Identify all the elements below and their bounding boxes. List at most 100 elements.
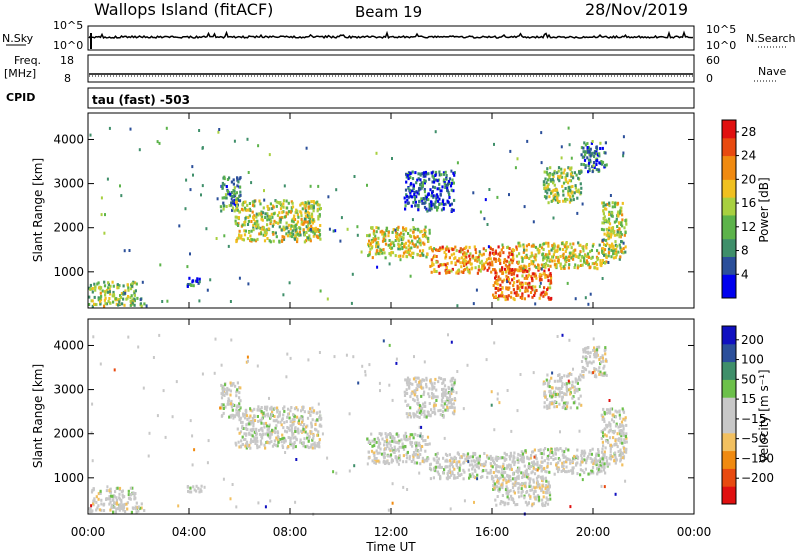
velocity-cell-r6: [418, 385, 421, 389]
velocity-cell-r6: [448, 405, 452, 409]
velocity-cell-r4: [239, 444, 242, 448]
power-scatter-cell: [305, 146, 308, 150]
power-cell-r8: [549, 286, 552, 290]
velocity-cell-r5: [389, 453, 393, 457]
velocity-cell-r7: [517, 466, 520, 470]
velocity-cell-r6: [450, 383, 453, 387]
power-cell-r7: [465, 259, 468, 263]
power-cell-r4: [282, 202, 285, 206]
power-cell-r5: [369, 247, 372, 251]
power-scatter-cell: [332, 229, 335, 233]
power-cell-r8: [524, 268, 527, 272]
velocity-cell-r4: [277, 440, 280, 444]
velocity-cell-r7: [439, 465, 442, 469]
power-scatter-cell: [539, 281, 542, 285]
velocity-cell-r11: [593, 353, 596, 356]
power-cell-r7: [476, 259, 479, 263]
velocity-cell-r11: [582, 355, 585, 359]
power-colorbar-segment: [722, 197, 736, 204]
velocity-scatter-cell: [235, 505, 238, 509]
power-cell-r10: [544, 186, 547, 190]
velocity-cell-r7: [436, 465, 440, 469]
velocity-cell-r7: [468, 476, 471, 480]
nsky-left-tick-top: 10^5: [53, 19, 83, 32]
power-cell-r8: [517, 293, 520, 297]
power-cell-r4: [292, 220, 295, 224]
power-cell-r11: [587, 150, 590, 154]
velocity-cell-r3: [220, 396, 224, 400]
velocity-cell-r9: [569, 461, 572, 465]
velocity-scatter-cell: [310, 430, 313, 434]
power-cell-r4: [318, 234, 321, 238]
power-cell-r7: [464, 246, 467, 250]
power-cell-r4: [267, 227, 270, 231]
power-cell-r6: [441, 200, 444, 203]
velocity-cell-r10: [574, 380, 577, 384]
power-cell-r5: [396, 237, 399, 241]
velocity-cell-r8: [506, 495, 509, 499]
power-cell-r4: [286, 212, 289, 216]
power-cell-r9: [523, 264, 526, 268]
velocity-cell-r2: [200, 489, 203, 493]
velocity-cell-r6: [420, 394, 423, 398]
power-cell-r7: [502, 245, 505, 249]
power-scatter-cell: [394, 228, 397, 232]
velocity-cell-r5: [377, 438, 380, 442]
velocity-cell-r7: [507, 465, 510, 469]
power-cell-r7: [488, 266, 491, 270]
velocity-cell-r7: [478, 457, 481, 461]
velocity-cell-r0: [115, 498, 118, 502]
velocity-cell-r11: [582, 375, 585, 379]
power-cell-r4: [319, 224, 322, 227]
velocity-cell-r4: [310, 443, 313, 447]
velocity-cell-r6: [420, 412, 423, 416]
power-cell-r7: [444, 256, 447, 260]
power-cell-r6: [443, 182, 446, 186]
velocity-cell-r4: [239, 416, 242, 420]
power-cell-r7: [502, 251, 505, 255]
power-cell-r4: [307, 223, 310, 227]
power-cell-r8: [506, 278, 509, 282]
velocity-cell-r4: [295, 429, 298, 433]
velocity-cell-r8: [532, 502, 535, 506]
velocity-cell-r3: [235, 408, 238, 412]
power-cell-r5: [384, 256, 387, 260]
power-cell-r5: [411, 255, 414, 259]
velocity-cell-r3: [229, 402, 232, 406]
power-cell-r5: [416, 235, 419, 239]
velocity-cell-r12: [607, 408, 610, 412]
velocity-scatter-cell: [532, 371, 535, 375]
velocity-cell-r4: [297, 419, 301, 423]
power-cell-r8: [550, 276, 553, 280]
velocity-cell-r7: [449, 461, 452, 465]
velocity-cell-r5: [404, 445, 407, 448]
velocity-cell-r1: [143, 509, 146, 512]
power-cell-r11: [604, 141, 607, 145]
power-cell-r6: [432, 170, 435, 174]
velocity-scatter-cell: [476, 477, 479, 481]
power-cell-r7: [451, 267, 454, 271]
power-cell-r7: [510, 249, 513, 253]
velocity-cell-r9: [546, 461, 549, 465]
power-cell-r4: [261, 211, 265, 215]
velocity-cell-r4: [253, 430, 256, 434]
velocity-cell-r10: [579, 373, 582, 377]
velocity-cell-r7: [462, 461, 465, 465]
power-cell-r4: [286, 234, 289, 238]
velocity-cell-r7: [450, 473, 453, 477]
velocity-cell-r6: [413, 393, 416, 397]
velocity-cell-r9: [532, 466, 535, 470]
velocity-cell-r8: [512, 501, 516, 504]
velocity-cell-r7: [513, 463, 516, 467]
velocity-cell-r8: [532, 492, 535, 496]
power-cell-r8: [493, 268, 496, 272]
velocity-scatter-cell: [257, 501, 260, 505]
velocity-cell-r11: [588, 370, 591, 374]
power-cell-r9: [542, 248, 545, 251]
power-cell-r12: [608, 217, 611, 221]
velocity-cell-r10: [553, 390, 557, 394]
cpid-text: tau (fast) -503: [92, 93, 190, 107]
velocity-cell-r12: [625, 423, 628, 427]
power-cell-r9: [562, 256, 565, 260]
power-scatter-cell: [622, 241, 625, 245]
